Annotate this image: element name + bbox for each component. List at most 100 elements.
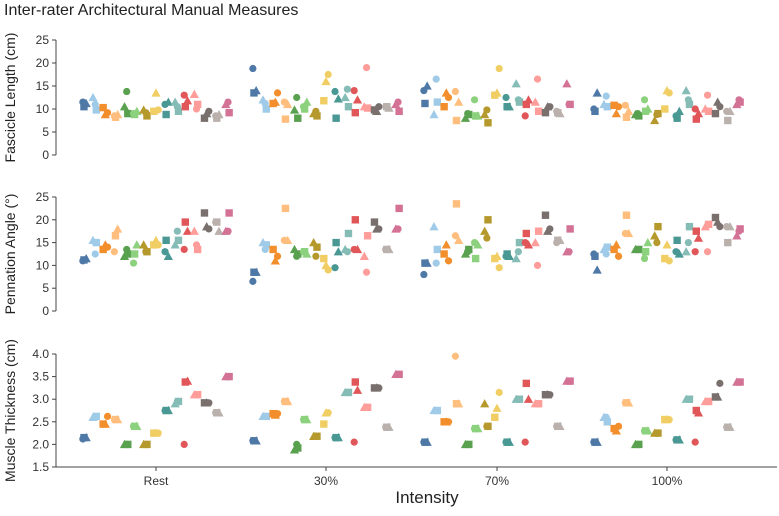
data-point — [130, 250, 139, 258]
data-point — [622, 113, 631, 121]
data-point — [420, 270, 428, 279]
data-point — [262, 241, 270, 249]
y-tick-label: 20 — [36, 56, 50, 70]
data-point — [691, 248, 699, 256]
data-point — [591, 252, 599, 260]
data-point — [143, 440, 151, 449]
data-point — [454, 235, 464, 244]
data-point — [270, 256, 280, 265]
x-tick-label: 30% — [314, 474, 338, 488]
data-point — [470, 96, 479, 104]
data-point — [480, 399, 490, 408]
data-point — [471, 424, 480, 433]
data-point — [363, 403, 372, 412]
data-point — [603, 243, 611, 251]
group-100% — [590, 377, 744, 449]
data-point — [91, 250, 99, 258]
data-point — [640, 96, 649, 104]
data-point — [225, 108, 233, 117]
chart-panels: Rest 30% 70% 100% 0 5 10 15 20 25 Fascicle Length … — [2, 33, 777, 488]
data-point — [681, 86, 691, 95]
data-point — [566, 225, 574, 233]
data-point — [603, 418, 611, 426]
data-point — [674, 106, 684, 115]
y-axis-label: Fascicle Length (cm) — [2, 33, 18, 163]
x-axis: Rest 30% 70% 100% — [144, 474, 683, 488]
data-point — [711, 393, 720, 401]
data-point — [351, 216, 359, 224]
data-point — [162, 110, 170, 119]
y-tick-label: 0 — [42, 304, 49, 318]
data-point — [320, 97, 328, 105]
data-point — [693, 109, 704, 118]
data-point — [591, 438, 599, 446]
data-point — [300, 105, 309, 113]
data-point — [736, 378, 744, 386]
data-point — [592, 88, 602, 97]
data-point — [483, 234, 491, 242]
data-point — [641, 248, 650, 256]
data-point — [324, 70, 332, 79]
data-point — [340, 92, 350, 102]
data-point — [332, 238, 340, 247]
data-point — [213, 114, 221, 122]
data-point — [273, 89, 282, 97]
data-point — [673, 236, 681, 245]
y-axis-label: Pennation Angle (°) — [2, 194, 18, 315]
data-point — [451, 232, 459, 240]
data-point — [662, 86, 672, 95]
data-point — [661, 105, 669, 113]
data-point — [515, 98, 524, 106]
data-point — [624, 228, 634, 238]
data-point — [523, 240, 534, 249]
data-point — [321, 408, 331, 417]
panel-fascicle-length: 0 5 10 15 20 25 Fascicle Length (cm) — [2, 33, 744, 163]
y-tick-label: 20 — [36, 213, 50, 227]
data-point — [484, 216, 492, 224]
data-point — [534, 107, 543, 115]
data-point — [622, 399, 631, 407]
data-point — [491, 413, 499, 421]
y-tick-label: 25 — [36, 33, 50, 47]
data-point — [181, 103, 189, 111]
data-point — [541, 108, 550, 117]
data-point — [521, 438, 529, 446]
x-tick-label: 70% — [485, 474, 509, 488]
data-point — [313, 243, 321, 251]
data-point — [200, 209, 209, 217]
data-point — [732, 231, 742, 240]
data-point — [495, 64, 503, 73]
y-tick-label: 1.5 — [32, 460, 49, 474]
data-point — [480, 226, 490, 235]
data-point — [643, 238, 653, 247]
data-point — [383, 423, 391, 431]
data-point — [725, 106, 735, 115]
data-point — [492, 403, 502, 412]
data-point — [711, 213, 720, 222]
data-point — [119, 102, 130, 111]
data-point — [321, 260, 331, 270]
data-point — [704, 397, 713, 406]
data-point — [363, 104, 372, 112]
data-point — [111, 415, 120, 424]
data-point — [174, 236, 183, 245]
data-point — [685, 100, 694, 109]
data-point — [454, 97, 464, 106]
data-point — [622, 211, 631, 219]
group-100% — [590, 211, 744, 274]
data-point — [650, 115, 660, 125]
data-point — [724, 423, 732, 431]
data-point — [321, 76, 331, 86]
data-point — [521, 112, 529, 120]
data-point — [395, 370, 403, 379]
data-point — [139, 240, 149, 249]
data-point — [514, 248, 522, 256]
data-point — [370, 218, 379, 226]
data-point — [174, 397, 183, 406]
data-point — [515, 238, 524, 247]
y-tick-label: 10 — [36, 102, 50, 116]
data-point — [440, 418, 448, 426]
data-point — [724, 238, 732, 247]
data-point — [523, 394, 534, 403]
data-point — [681, 247, 691, 256]
